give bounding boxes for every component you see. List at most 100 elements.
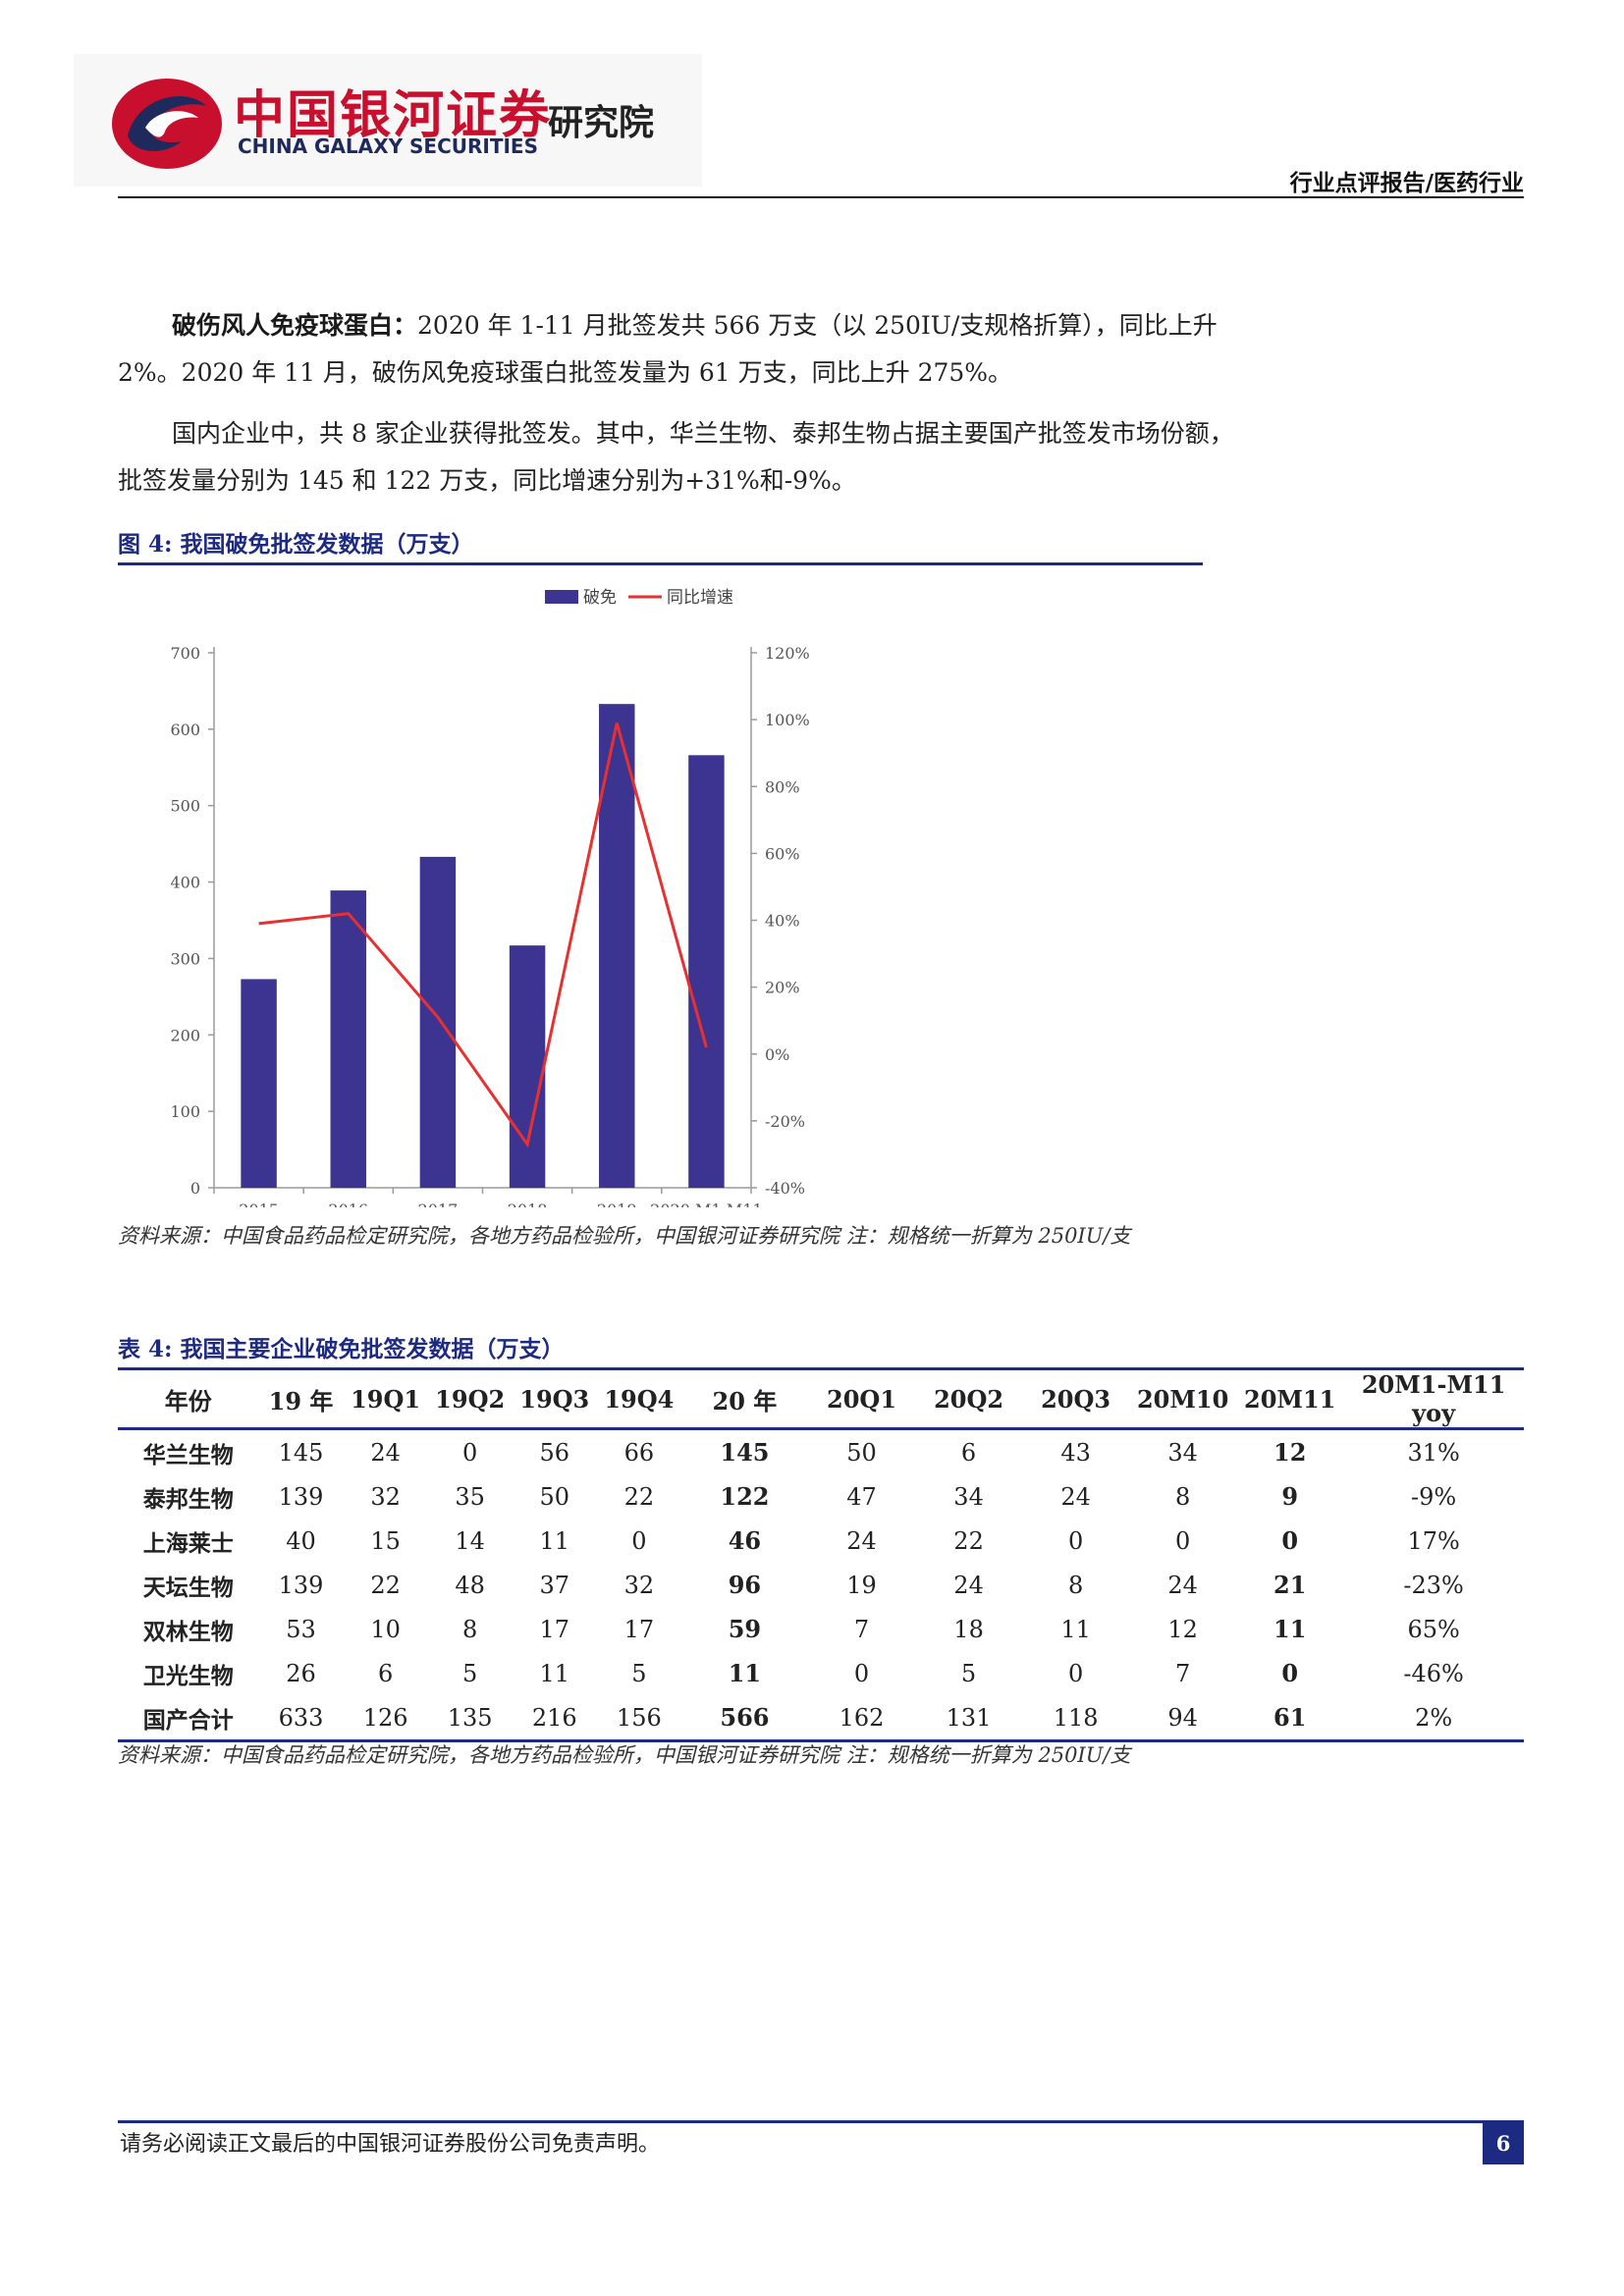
table-cell: 0 [1175,1526,1191,1555]
column-header: 19Q4 [604,1384,675,1414]
table-cell: 32 [623,1571,655,1599]
table-cell: 22 [623,1482,655,1511]
batch-release-chart: 0 100 200 300 400 500 600 700 -40% -20% 0% 20% 40% 60… [170,588,810,1207]
table-cell: 22 [953,1526,984,1555]
table-cell: 47 [846,1482,877,1511]
bar-2015 [241,979,277,1188]
table-caption: 表 4: 我国主要企业破免批签发数据（万支） [118,1336,565,1362]
paragraph-1: 破伤风人免疫球蛋白：2020 年 1-11 月批签发共 566 万支（以 250… [118,302,1237,397]
table-cell: 17% [1407,1526,1460,1555]
table-cell: 21 [1273,1571,1307,1599]
table-cell: 145 [720,1438,770,1467]
column-header: 20 年 [712,1386,778,1415]
bar-2018 [509,945,546,1188]
table-cell: 24 [370,1438,401,1467]
table-cell: 8 [462,1615,478,1643]
company-release-table: 年份 19 年 19Q1 19Q2 19Q3 19Q4 20 年 20Q1 20Q2 20Q3 20… [118,1367,1524,1742]
table-cell: 24 [953,1571,984,1599]
left-tick-label: 700 [170,644,200,663]
company-name: 卫光生物 [142,1663,234,1689]
table-cell: 566 [720,1703,770,1732]
column-header: 20Q1 [827,1384,897,1414]
table-cell: 118 [1053,1703,1099,1732]
table-cell: 5 [631,1659,647,1687]
table-cell: 59 [728,1615,762,1643]
table-cell: 139 [278,1482,324,1511]
bar-2017 [419,856,457,1188]
table-cell: 34 [953,1482,984,1511]
figure-divider [118,562,1203,565]
table-row: 华兰生物 145 24 0 56 66 145 50 6 43 34 12 31% [118,1429,1524,1475]
paragraph-2: 国内企业中，共 8 家企业获得批签发。其中，华兰生物、泰邦生物占据主要国产批签发… [118,419,1234,495]
table-cell: 19 [846,1571,877,1599]
left-tick-label: 500 [170,797,200,816]
table-cell: 11 [539,1659,570,1687]
table-cell: 135 [447,1703,493,1732]
table-cell: 11 [1273,1615,1307,1643]
legend-line-label: 同比增速 [667,588,733,608]
table-cell: 12 [1273,1438,1307,1467]
table-cell: 216 [531,1703,577,1732]
right-tick-label: -20% [765,1112,805,1131]
table-cell: 66 [623,1438,655,1467]
table-cell: 0 [462,1438,478,1467]
right-tick-label: 60% [765,844,800,863]
table-row: 天坛生物 139 22 48 37 32 96 19 24 8 24 21 -23% [118,1563,1524,1607]
table-cell: 0 [1281,1659,1299,1687]
table-cell: 0 [1281,1526,1299,1555]
x-tick-label: 2015 [239,1201,279,1207]
table-cell: 6 [377,1659,394,1687]
table-cell: 0 [1067,1526,1084,1555]
table-cell: 65% [1407,1615,1460,1643]
table-cell: 10 [370,1615,401,1643]
company-name: 国产合计 [142,1707,234,1734]
table-cell: 12 [1167,1615,1198,1643]
table-cell: 37 [539,1571,570,1599]
table-row: 国产合计 633 126 135 216 156 566 162 131 118 94 61 2% [118,1695,1524,1741]
table-cell: 53 [286,1615,316,1643]
table-cell: 5 [960,1659,977,1687]
x-tick-label: 2017 [418,1201,459,1207]
table-cell: 46 [728,1526,762,1555]
left-tick-label: 0 [190,1179,200,1198]
logo-institute: 研究院 [548,103,655,143]
table-cell: 0 [1067,1659,1084,1687]
table-cell: -9% [1411,1482,1457,1511]
table-cell: 9 [1281,1482,1299,1511]
table-cell: 24 [1167,1571,1198,1599]
footer-divider [118,2120,1524,2123]
legend-bar-swatch [545,590,578,604]
table-cell: 31% [1407,1438,1460,1467]
table-cell: 22 [370,1571,401,1599]
table-cell: 24 [1060,1482,1091,1511]
legend-bar-label: 破免 [583,588,617,608]
right-tick-label: 0% [765,1045,789,1064]
table-cell: 34 [1167,1438,1198,1467]
table-cell: 11 [539,1526,570,1555]
right-tick-label: 80% [765,777,800,796]
column-header: 19Q2 [435,1384,506,1414]
table-cell: 0 [853,1659,870,1687]
table-cell: 11 [1060,1615,1091,1643]
table-cell: 8 [1175,1482,1191,1511]
x-tick-label: 2019 [597,1201,637,1207]
company-name: 双林生物 [142,1619,234,1645]
table-row: 泰邦生物 139 32 35 50 22 122 47 34 24 8 9 -9% [118,1474,1524,1519]
column-header: 19Q3 [519,1384,590,1414]
right-tick-label: 20% [765,979,800,997]
table-cell: 14 [455,1526,485,1555]
footer-disclaimer: 请务必阅读正文最后的中国银河证券股份公司免责声明。 [120,2132,661,2157]
bar-2016 [330,890,366,1188]
table-cell: 24 [846,1526,877,1555]
company-name: 华兰生物 [142,1442,234,1468]
column-header: 年份 [164,1386,212,1415]
table-cell: 56 [539,1438,570,1467]
table-row: 卫光生物 26 6 5 11 5 11 0 5 0 7 0 -46% [118,1651,1524,1695]
table-cell: 6 [960,1438,977,1467]
table-cell: 61 [1273,1703,1307,1732]
table-cell: -23% [1403,1571,1464,1599]
right-tick-label: 100% [765,711,810,729]
left-tick-label: 600 [170,721,200,739]
table-cell: 35 [455,1482,485,1511]
table-cell: 40 [286,1526,316,1555]
